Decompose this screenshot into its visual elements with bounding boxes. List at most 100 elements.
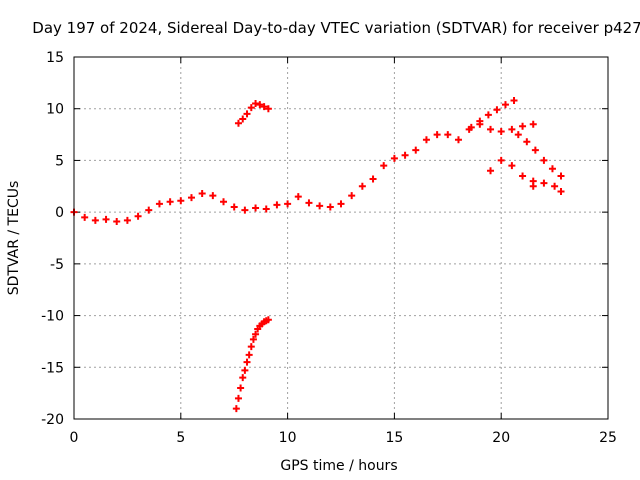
y-tick-label: -15: [41, 360, 64, 376]
data-point: [241, 206, 249, 214]
data-point: [273, 201, 281, 209]
data-point: [260, 103, 268, 111]
data-point: [243, 358, 251, 366]
data-point: [433, 131, 441, 139]
data-point: [155, 200, 163, 208]
data-point: [487, 125, 495, 133]
data-point: [264, 316, 272, 324]
data-point: [239, 115, 247, 123]
data-point: [237, 384, 245, 392]
data-point: [484, 111, 492, 119]
y-tick-label: 0: [55, 205, 64, 221]
data-point: [326, 203, 334, 211]
data-point: [294, 193, 302, 201]
data-point: [444, 131, 452, 139]
data-point: [209, 192, 217, 200]
data-point: [239, 374, 247, 382]
data-point: [262, 205, 270, 213]
data-point: [467, 123, 475, 131]
data-point: [264, 105, 272, 113]
data-point: [177, 197, 185, 205]
data-point: [252, 204, 260, 212]
x-axis-label: GPS time / hours: [280, 458, 397, 474]
data-point: [316, 202, 324, 210]
series-evening-decline-a: [514, 131, 565, 180]
data-point: [523, 138, 531, 146]
y-tick-label: 15: [46, 50, 64, 66]
data-point: [234, 394, 242, 402]
data-point: [245, 351, 253, 359]
data-point: [166, 198, 174, 206]
series-evening-decline-b: [487, 156, 537, 190]
x-tick-label: 15: [385, 430, 403, 446]
data-point: [380, 162, 388, 170]
x-tick-label: 5: [176, 430, 185, 446]
points-layer: [70, 96, 565, 413]
y-axis-label: SDTVAR / TECUs: [6, 181, 22, 296]
plot-frame: [73, 56, 609, 420]
data-point: [540, 179, 548, 187]
data-point: [519, 122, 527, 130]
data-point: [123, 216, 131, 224]
data-point: [198, 190, 206, 198]
data-point: [348, 192, 356, 200]
data-point: [454, 136, 462, 144]
y-tick-label: -5: [50, 257, 64, 273]
data-point: [529, 120, 537, 128]
data-point: [510, 96, 518, 104]
data-point: [412, 146, 420, 154]
data-point: [557, 172, 565, 180]
data-point: [501, 101, 509, 109]
data-point: [256, 101, 264, 109]
x-tick-label: 25: [599, 430, 617, 446]
data-point: [531, 146, 539, 154]
data-point: [557, 187, 565, 195]
data-point: [247, 343, 255, 351]
data-point: [401, 151, 409, 159]
data-point: [252, 330, 260, 338]
series-main-band: [70, 120, 537, 225]
data-point: [358, 182, 366, 190]
data-point: [91, 216, 99, 224]
data-point: [305, 199, 313, 207]
tick-layer: 0 5 10 15 20 25 -20 -15 -10 -5 0 5 10 15: [41, 50, 617, 446]
data-point: [497, 127, 505, 135]
data-point: [145, 206, 153, 214]
data-point: [529, 177, 537, 185]
data-point: [241, 366, 249, 374]
data-point: [493, 106, 501, 114]
series-evening-tail: [529, 177, 565, 195]
data-point: [220, 198, 228, 206]
x-tick-label: 10: [279, 430, 297, 446]
data-point: [252, 100, 260, 108]
x-tick-label: 0: [70, 430, 79, 446]
data-point: [284, 200, 292, 208]
data-point: [487, 167, 495, 175]
data-point: [243, 110, 251, 118]
data-point: [514, 131, 522, 139]
data-point: [508, 125, 516, 133]
data-point: [337, 200, 345, 208]
data-point: [232, 405, 240, 413]
data-point: [230, 203, 238, 211]
grid-layer: [74, 57, 608, 419]
data-point: [187, 194, 195, 202]
series-upper-arc-morning: [234, 100, 272, 127]
y-tick-label: 10: [46, 102, 64, 118]
data-point: [508, 162, 516, 170]
data-point: [551, 182, 559, 190]
data-point: [249, 335, 257, 343]
y-tick-label: -20: [41, 412, 64, 428]
data-point: [390, 154, 398, 162]
data-point: [540, 156, 548, 164]
chart-title: Day 197 of 2024, Sidereal Day-to-day VTE…: [32, 19, 640, 37]
data-point: [247, 104, 255, 112]
data-point: [548, 165, 556, 173]
data-point: [113, 217, 121, 225]
data-point: [134, 212, 142, 220]
x-tick-label: 20: [492, 430, 510, 446]
data-point: [497, 156, 505, 164]
data-point: [369, 175, 377, 183]
data-point: [519, 172, 527, 180]
